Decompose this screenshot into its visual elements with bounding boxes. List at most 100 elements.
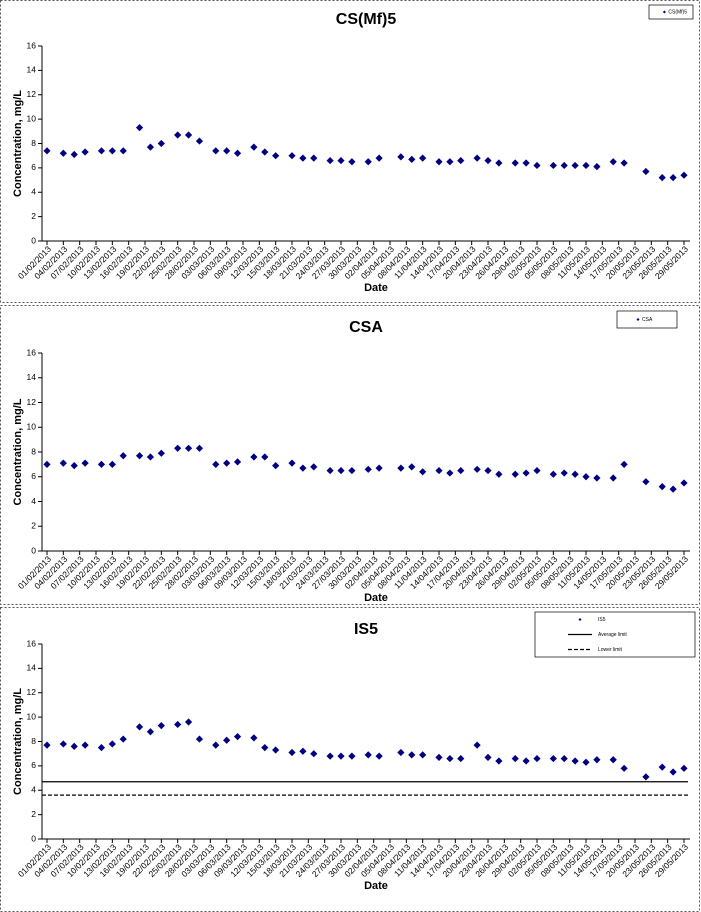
legend-symbol — [578, 618, 582, 621]
data-point — [70, 150, 78, 159]
data-point — [560, 469, 568, 477]
data-point — [511, 754, 519, 763]
y-tick-label: 4 — [31, 785, 36, 795]
data-point — [59, 149, 67, 157]
y-axis-label: Concentration, mg/L — [12, 90, 24, 197]
data-point — [593, 474, 601, 482]
data-point — [560, 161, 568, 170]
data-point — [195, 735, 204, 743]
data-point — [484, 753, 492, 761]
legend-label: CSA — [642, 317, 653, 323]
y-tick-label: 14 — [27, 372, 37, 382]
data-point — [288, 459, 296, 467]
legend-label: Average limit — [598, 632, 627, 638]
data-point — [195, 444, 204, 452]
data-point — [299, 464, 307, 472]
data-point — [326, 752, 334, 760]
data-point — [146, 453, 155, 461]
data-point — [582, 161, 590, 170]
data-point — [364, 465, 372, 473]
data-point — [146, 143, 155, 151]
y-tick-label: 12 — [27, 687, 37, 697]
data-point — [658, 174, 666, 182]
data-point — [326, 466, 334, 475]
data-point — [272, 152, 280, 160]
data-point — [223, 459, 231, 467]
data-point — [680, 479, 688, 487]
y-tick-label: 12 — [27, 89, 37, 99]
data-point — [419, 154, 427, 162]
data-point — [272, 746, 280, 754]
y-tick-label: 16 — [27, 638, 37, 648]
chart-title: CS(Mf)5 — [336, 11, 397, 28]
y-tick-label: 4 — [31, 187, 36, 197]
data-point — [571, 757, 579, 765]
data-point — [70, 742, 78, 750]
data-point — [310, 463, 318, 471]
y-tick-label: 6 — [31, 162, 36, 172]
data-point — [348, 158, 356, 166]
data-point — [642, 167, 650, 176]
y-tick-label: 8 — [31, 138, 36, 148]
data-point — [310, 154, 318, 162]
data-point — [108, 460, 116, 468]
data-point — [375, 464, 383, 472]
data-point — [223, 736, 231, 744]
data-point — [495, 159, 503, 167]
data-point — [108, 147, 116, 155]
legend-symbol — [662, 10, 666, 14]
data-point — [174, 131, 182, 139]
data-point — [620, 764, 628, 772]
data-point — [620, 460, 628, 468]
data-point — [375, 752, 383, 760]
data-point — [272, 462, 280, 470]
data-point — [560, 754, 568, 763]
data-point — [212, 460, 220, 468]
data-point — [473, 465, 481, 473]
data-point — [397, 748, 405, 757]
data-point — [146, 728, 155, 736]
data-point — [484, 466, 492, 475]
data-point — [473, 741, 481, 749]
data-point — [337, 156, 345, 165]
data-point — [533, 466, 541, 475]
data-point — [522, 469, 530, 477]
data-point — [212, 741, 220, 749]
data-point — [658, 763, 666, 771]
data-point — [609, 158, 617, 166]
data-point — [59, 459, 67, 467]
data-point — [250, 453, 258, 461]
data-point — [261, 453, 269, 461]
y-tick-label: 8 — [31, 736, 36, 746]
data-point — [620, 159, 628, 167]
data-point — [571, 470, 579, 478]
data-point — [135, 452, 144, 460]
y-tick-label: 2 — [31, 211, 36, 221]
data-point — [261, 148, 269, 156]
chart-title: CSA — [349, 319, 383, 336]
y-tick-label: 0 — [31, 545, 36, 555]
data-point — [184, 718, 193, 726]
data-point — [408, 155, 416, 163]
x-axis-label: Date — [364, 282, 388, 294]
data-point — [174, 720, 182, 729]
data-point — [233, 149, 242, 157]
data-point — [119, 735, 127, 743]
data-point — [582, 758, 590, 766]
panel-border — [0, 305, 700, 605]
panel-border — [0, 0, 700, 303]
y-tick-label: 4 — [31, 496, 36, 506]
y-tick-label: 0 — [31, 833, 36, 843]
data-point — [446, 469, 454, 477]
data-point — [81, 148, 89, 156]
y-tick-label: 16 — [27, 40, 37, 50]
data-point — [375, 154, 383, 162]
data-point — [233, 733, 242, 741]
data-point — [571, 161, 579, 170]
y-tick-label: 0 — [31, 235, 36, 245]
data-point — [135, 124, 144, 132]
data-point — [310, 750, 318, 758]
data-point — [337, 466, 345, 475]
data-point — [337, 752, 345, 760]
